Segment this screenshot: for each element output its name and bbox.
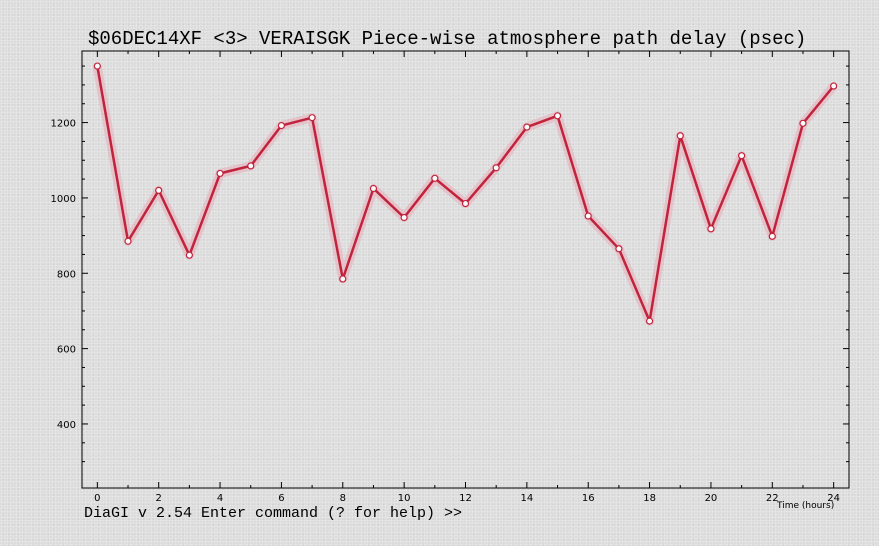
plot-frame [81, 50, 850, 489]
x-tick-label: 0 [94, 493, 100, 504]
data-point [799, 119, 807, 127]
data-point [768, 232, 776, 240]
data-point [830, 82, 838, 90]
y-tick-label: 800 [57, 269, 76, 280]
data-point [247, 162, 255, 170]
chart-title: $06DEC14XF <3> VERAISGK Piece-wise atmos… [88, 28, 806, 50]
y-tick-label: 1000 [51, 194, 76, 205]
data-point [185, 251, 193, 259]
x-tick-label: 10 [398, 493, 411, 504]
data-point [369, 184, 378, 193]
data-point [93, 62, 101, 70]
data-point [615, 245, 623, 253]
x-axis-label: Time (hours) [776, 501, 834, 511]
axis-ticks [82, 51, 849, 488]
data-point [584, 212, 592, 220]
data-point [124, 237, 132, 245]
data-point [339, 275, 347, 283]
data-point [738, 152, 746, 160]
data-point [431, 174, 439, 182]
data-point [707, 225, 715, 233]
y-tick-label: 600 [57, 345, 76, 356]
data-point [553, 112, 562, 120]
data-point [400, 213, 408, 222]
x-tick-label: 18 [643, 493, 656, 504]
data-point [676, 132, 684, 140]
x-tick-label: 2 [156, 493, 162, 504]
x-tick-label: 14 [520, 493, 533, 504]
data-point [308, 114, 316, 122]
x-tick-label: 4 [217, 493, 223, 504]
command-prompt[interactable]: DiaGI v 2.54 Enter command (? for help) … [84, 505, 462, 522]
x-tick-label: 20 [705, 493, 718, 504]
x-tick-label: 22 [766, 493, 779, 504]
x-tick-label: 16 [582, 493, 595, 504]
x-tick-label: 8 [340, 493, 346, 504]
data-point [461, 199, 470, 208]
x-tick-label: 24 [827, 493, 840, 504]
data-point [155, 186, 163, 194]
data-point [277, 121, 286, 130]
data-point [492, 164, 500, 172]
data-point [523, 123, 531, 131]
x-tick-label: 12 [459, 493, 472, 504]
series-halo [92, 65, 838, 326]
y-tick-label: 1200 [51, 119, 76, 130]
y-tick-label: 400 [57, 420, 76, 431]
x-tick-label: 6 [278, 493, 284, 504]
series-halo-path [92, 65, 838, 326]
series-points [93, 62, 838, 325]
data-point [645, 317, 654, 325]
data-point [216, 169, 224, 178]
